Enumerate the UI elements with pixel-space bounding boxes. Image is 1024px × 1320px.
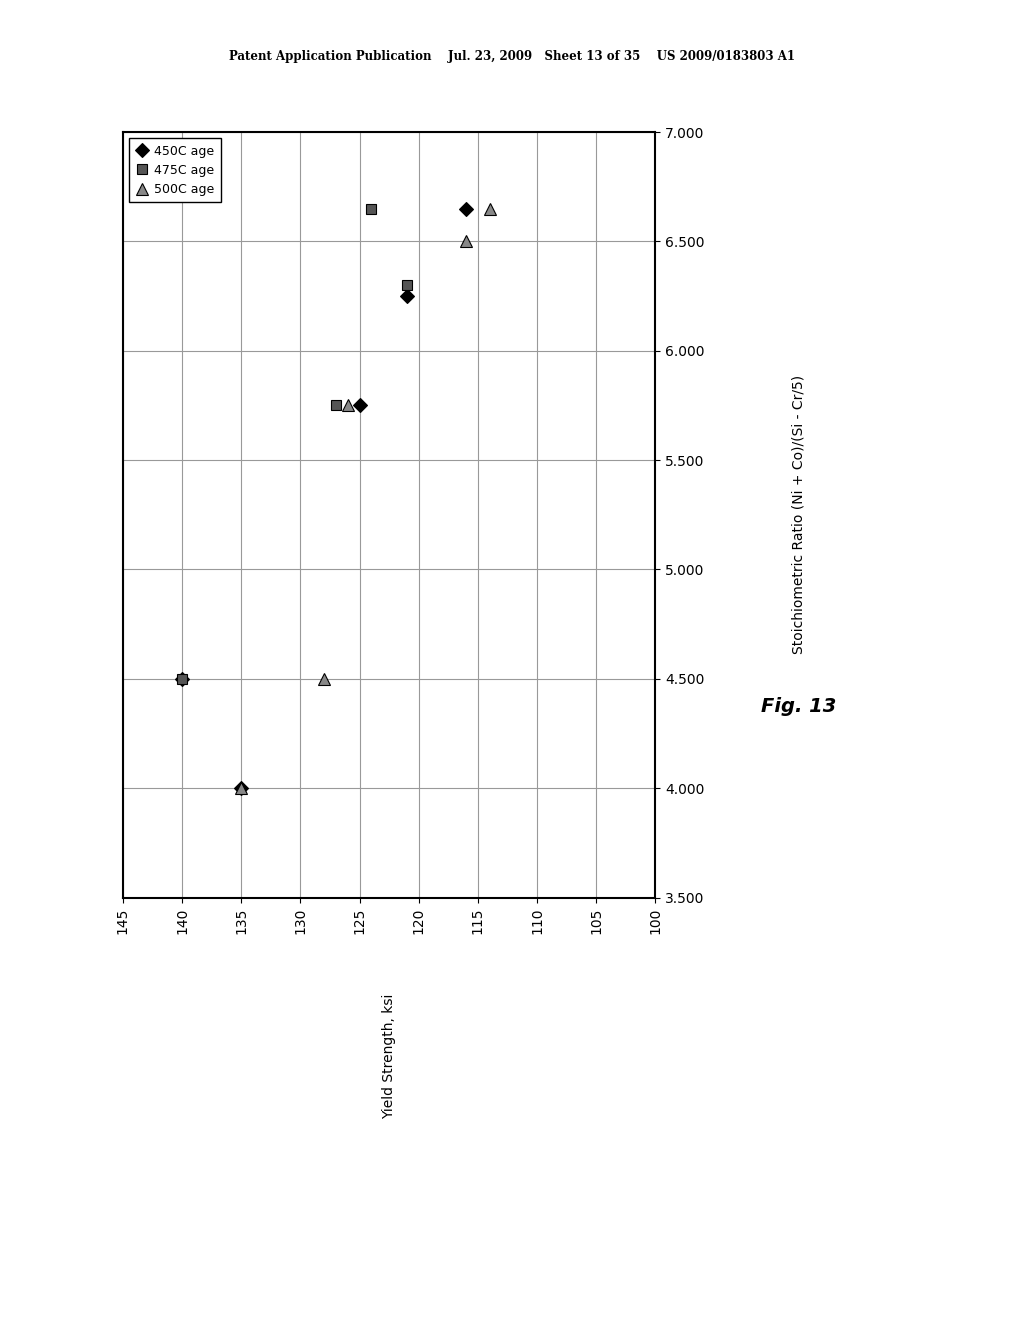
- 500C age: [342, 397, 354, 413]
- Text: Fig. 13: Fig. 13: [761, 697, 837, 715]
- Legend: 450C age, 475C age, 500C age: 450C age, 475C age, 500C age: [129, 139, 220, 202]
- 450C age: [176, 671, 188, 686]
- Text: Patent Application Publication    Jul. 23, 2009   Sheet 13 of 35    US 2009/0183: Patent Application Publication Jul. 23, …: [229, 50, 795, 63]
- Line: 475C age: 475C age: [177, 203, 412, 684]
- 450C age: [460, 201, 472, 216]
- 500C age: [483, 201, 496, 216]
- 475C age: [366, 201, 378, 216]
- 500C age: [317, 671, 330, 686]
- Line: 450C age: 450C age: [177, 203, 471, 793]
- 475C age: [330, 397, 342, 413]
- 500C age: [236, 780, 248, 796]
- 475C age: [400, 277, 413, 293]
- 450C age: [400, 288, 413, 304]
- 475C age: [176, 671, 188, 686]
- Text: Yield Strength, ksi: Yield Strength, ksi: [382, 994, 396, 1118]
- 450C age: [353, 397, 366, 413]
- Line: 500C age: 500C age: [234, 202, 496, 795]
- 450C age: [236, 780, 248, 796]
- 500C age: [460, 234, 472, 249]
- Text: Stoichiometric Ratio (Ni + Co)/(Si - Cr/5): Stoichiometric Ratio (Ni + Co)/(Si - Cr/…: [792, 375, 806, 655]
